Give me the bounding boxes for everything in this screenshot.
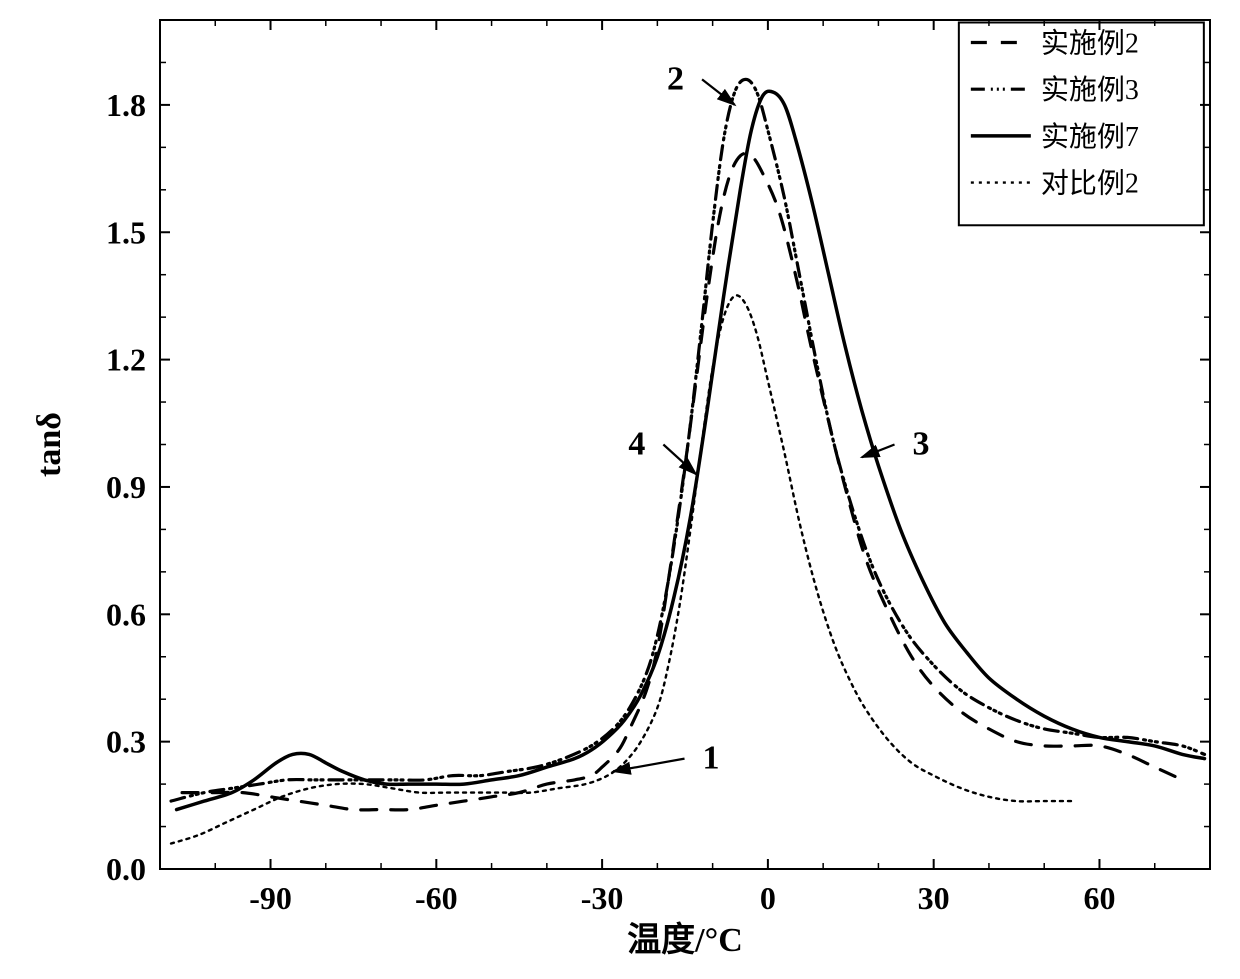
x-tick-label: -60 xyxy=(415,880,458,916)
annotation-label: 1 xyxy=(703,740,720,777)
y-tick-label: 0.6 xyxy=(106,596,146,632)
y-tick-label: 0.3 xyxy=(106,724,146,760)
annotation-arrow xyxy=(613,759,684,772)
annotation-label: 3 xyxy=(913,426,930,463)
annotation-arrow xyxy=(663,445,696,475)
x-tick-label: -90 xyxy=(249,880,292,916)
x-tick-label: 60 xyxy=(1083,880,1115,916)
annotation-arrow xyxy=(702,79,735,104)
legend-label: 实施例3 xyxy=(1041,74,1139,106)
y-tick-label: 0.9 xyxy=(106,469,146,505)
y-tick-label: 0.0 xyxy=(106,851,146,887)
y-tick-label: 1.5 xyxy=(106,214,146,250)
chart-figure: -90 -60 -30 0 30 60 0.0 0.3 0.6 0.9 1.2 1.5 1.8 温度/°C… xyxy=(0,0,1240,979)
x-axis-label: 温度/°C xyxy=(627,921,743,959)
annotation-arrow xyxy=(862,445,895,458)
legend-label: 实施例2 xyxy=(1041,27,1139,59)
chart-svg: -90 -60 -30 0 30 60 0.0 0.3 0.6 0.9 1.2 1.5 1.8 温度/°C… xyxy=(0,0,1240,979)
y-tick-label: 1.2 xyxy=(106,342,146,378)
legend-label: 对比例2 xyxy=(1041,168,1139,200)
annotation-label: 4 xyxy=(628,426,645,463)
legend-label: 实施例7 xyxy=(1041,121,1139,153)
y-axis-label: tanδ xyxy=(31,412,68,477)
series-s4 xyxy=(171,295,1072,843)
x-tick-label: 0 xyxy=(760,880,776,916)
y-tick-label: 1.8 xyxy=(106,87,146,123)
annotation-label: 2 xyxy=(667,60,684,97)
x-tick-label: 30 xyxy=(918,880,950,916)
x-tick-label: -30 xyxy=(581,880,624,916)
